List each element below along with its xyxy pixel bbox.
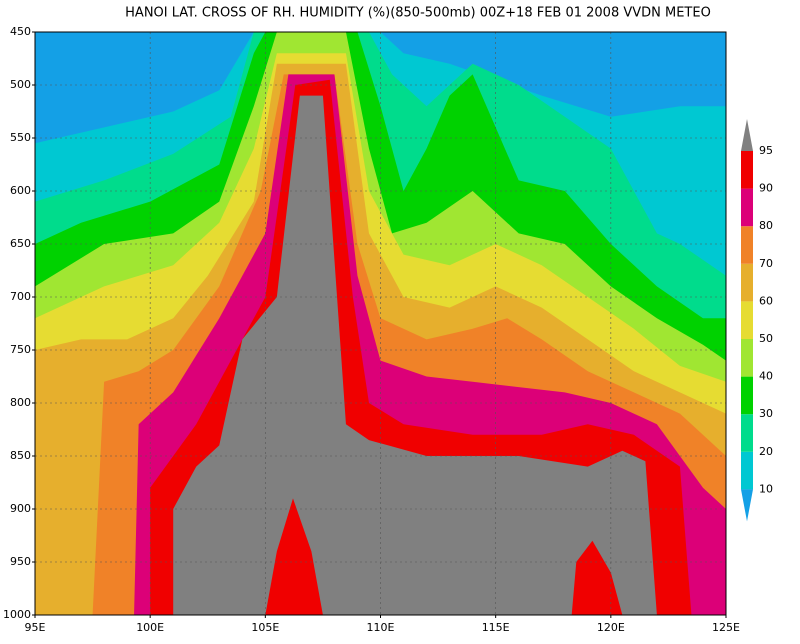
x-tick-label: 105E bbox=[251, 621, 279, 634]
contour-region bbox=[265, 498, 323, 615]
x-tick-label: 125E bbox=[712, 621, 740, 634]
colorbar-label: 10 bbox=[759, 482, 773, 495]
colorbar-label: 90 bbox=[759, 182, 773, 195]
colorbar-label: 50 bbox=[759, 332, 773, 345]
colorbar-box bbox=[741, 151, 753, 189]
colorbar-box bbox=[741, 301, 753, 339]
colorbar-label: 30 bbox=[759, 407, 773, 420]
colorbar-box bbox=[741, 339, 753, 377]
x-tick-label: 110E bbox=[367, 621, 395, 634]
colorbar-arrow-low bbox=[741, 489, 753, 522]
y-tick-label: 950 bbox=[10, 555, 31, 568]
y-tick-label: 550 bbox=[10, 131, 31, 144]
colorbar-label: 70 bbox=[759, 257, 773, 270]
colorbar-box bbox=[741, 188, 753, 227]
y-tick-label: 500 bbox=[10, 78, 31, 91]
contour-region bbox=[571, 540, 623, 615]
y-tick-label: 700 bbox=[10, 290, 31, 303]
colorbar-label: 60 bbox=[759, 294, 773, 307]
plot-frame bbox=[34, 31, 727, 616]
colorbar-box bbox=[741, 414, 753, 452]
colorbar-label: 95 bbox=[759, 144, 773, 157]
chart-title: HANOI LAT. CROSS OF RH. HUMIDITY (%)(850… bbox=[125, 6, 711, 21]
x-tick-label: 100E bbox=[136, 621, 164, 634]
colorbar-arrow-high bbox=[741, 119, 753, 151]
x-tick-label: 115E bbox=[482, 621, 510, 634]
y-tick-label: 1000 bbox=[3, 608, 31, 621]
contour-region bbox=[173, 95, 657, 616]
x-tick-label: 120E bbox=[597, 621, 625, 634]
x-tick-label: 95E bbox=[25, 621, 46, 634]
y-tick-label: 450 bbox=[10, 25, 31, 38]
colorbar-box bbox=[741, 263, 753, 302]
colorbar-label: 80 bbox=[759, 219, 773, 232]
y-tick-label: 850 bbox=[10, 449, 31, 462]
y-tick-label: 900 bbox=[10, 502, 31, 515]
colorbar-label: 40 bbox=[759, 370, 773, 383]
y-tick-label: 600 bbox=[10, 184, 31, 197]
colorbar-box bbox=[741, 376, 753, 415]
colorbar-box bbox=[741, 451, 753, 490]
colorbar-box bbox=[741, 226, 753, 264]
y-tick-label: 750 bbox=[10, 343, 31, 356]
y-tick-label: 800 bbox=[10, 396, 31, 409]
colorbar-label: 20 bbox=[759, 445, 773, 458]
y-tick-label: 650 bbox=[10, 237, 31, 250]
